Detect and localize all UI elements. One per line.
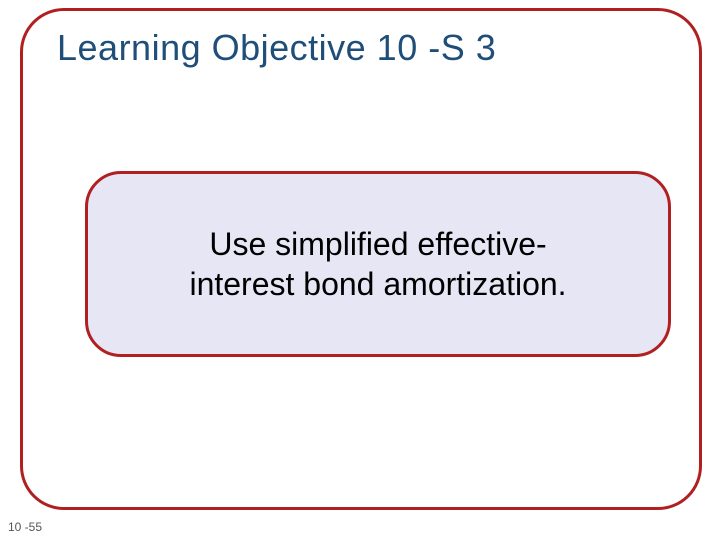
body-line-1: Use simplified effective- — [209, 226, 546, 262]
slide-title: Learning Objective 10 -S 3 — [57, 27, 496, 69]
slide-inner-card: Use simplified effective- interest bond … — [85, 171, 671, 357]
body-line-2: interest bond amortization. — [189, 266, 566, 302]
page-number: 10 -55 — [8, 520, 42, 534]
slide-body-text: Use simplified effective- interest bond … — [189, 224, 566, 304]
slide-outer-card: Learning Objective 10 -S 3 Use simplifie… — [20, 8, 702, 510]
